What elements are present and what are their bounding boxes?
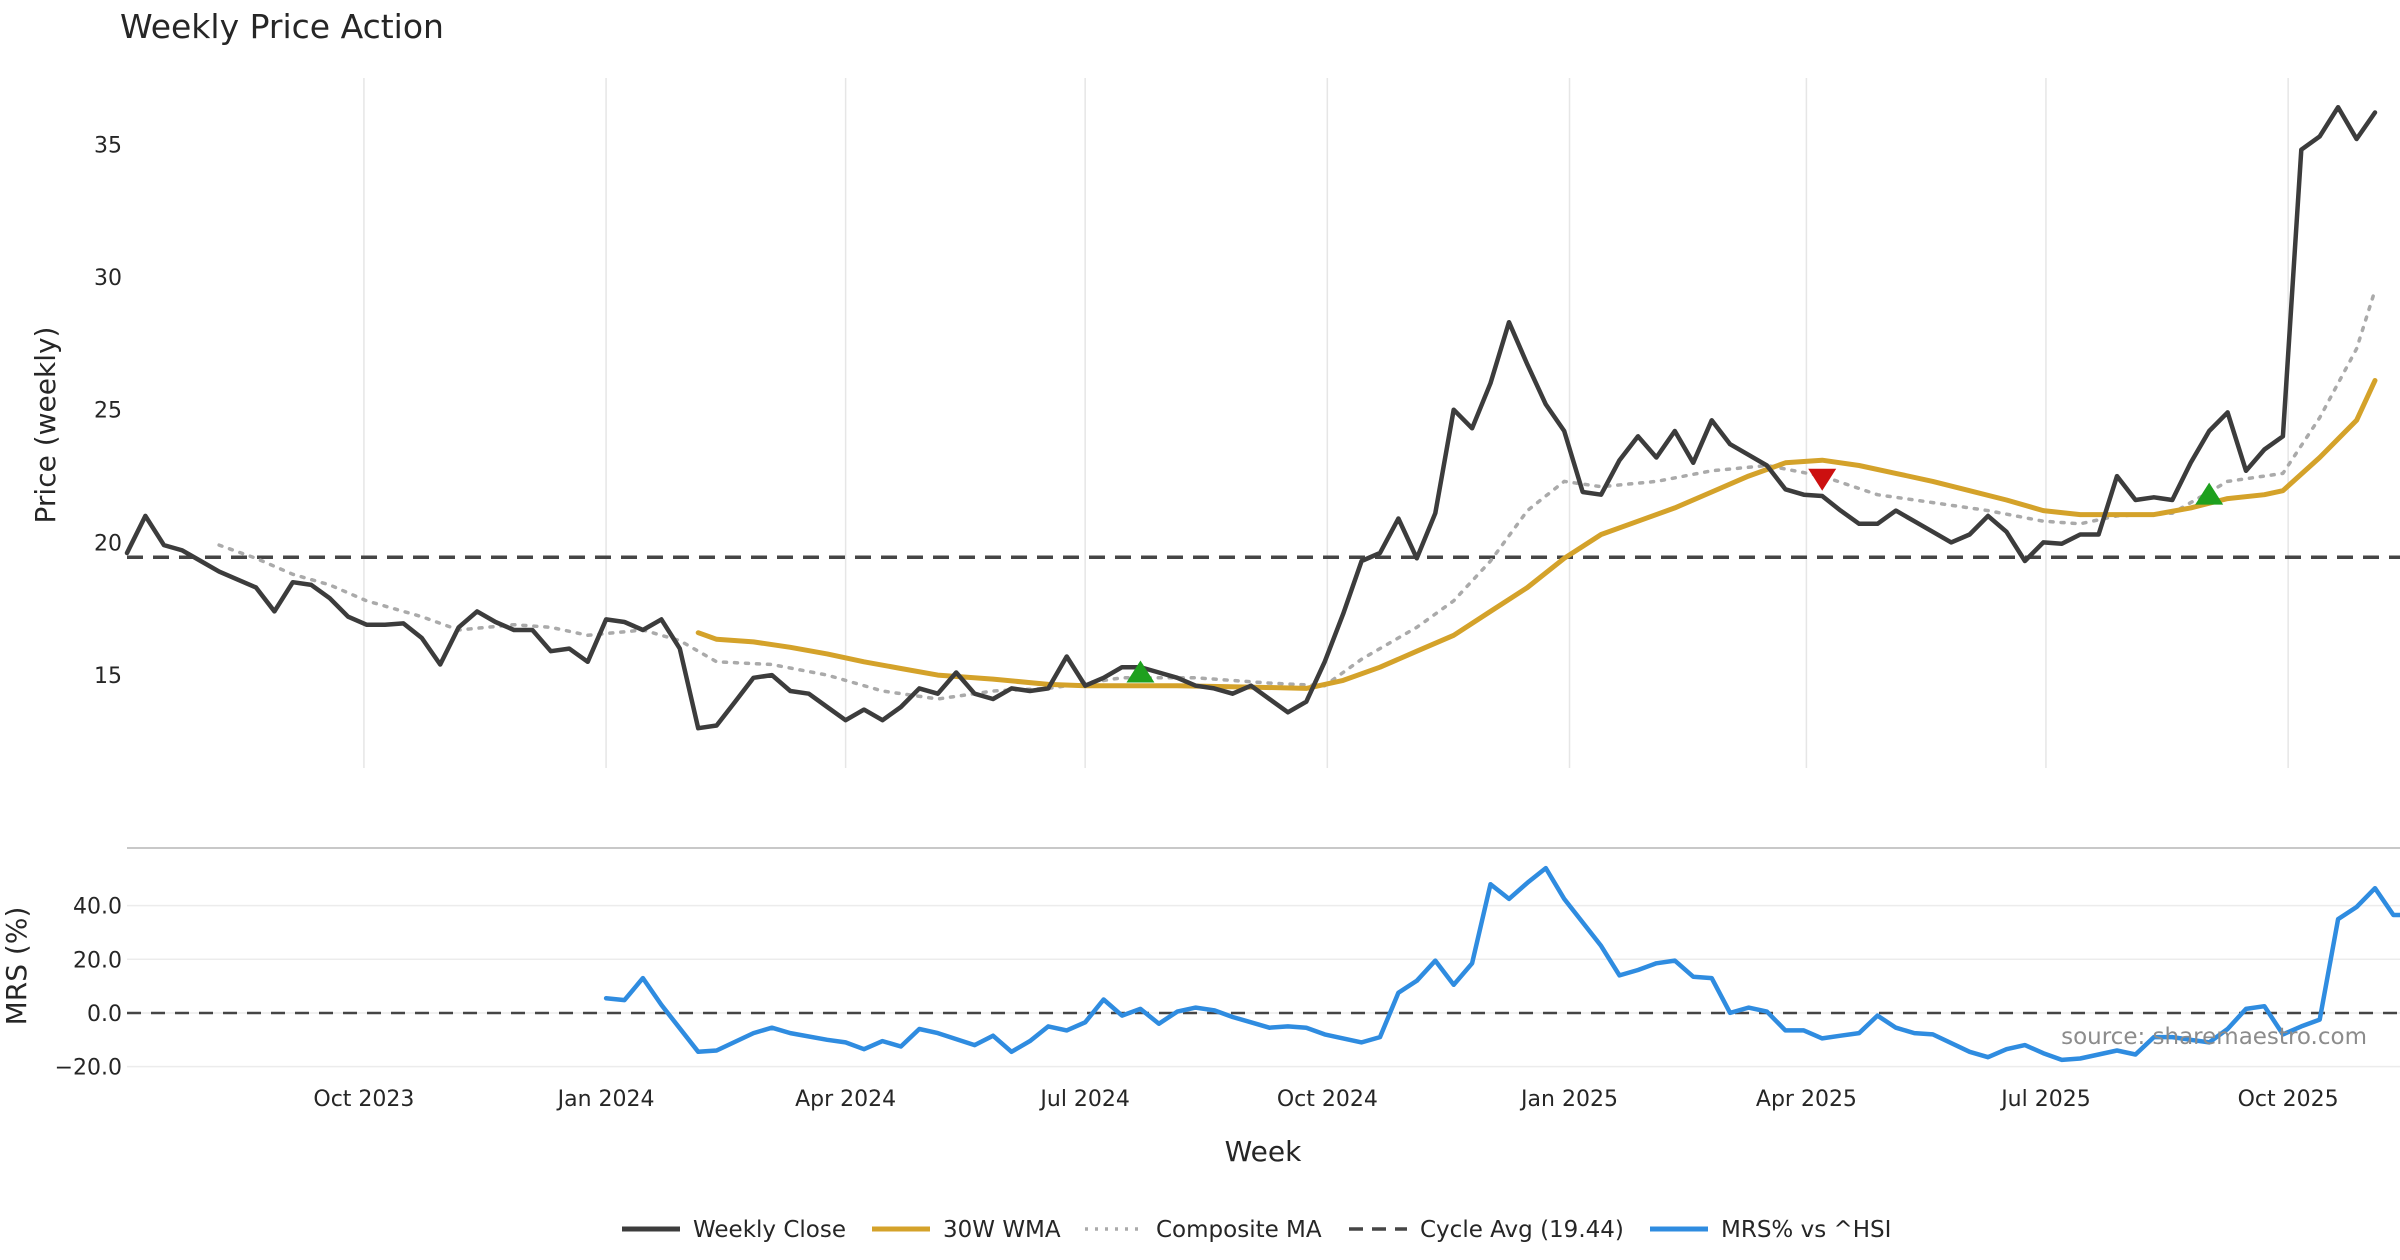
- mrs-y-tick-label: 0.0: [87, 1002, 122, 1027]
- mrs-y-tick-label: 20.0: [73, 948, 122, 973]
- source-annotation: source: sharemaestro.com: [2061, 1024, 2367, 1050]
- x-axis-ticks: Oct 2023 Jan 2024 Apr 2024 Jul 2024 Oct 2024…: [313, 1087, 2338, 1112]
- x-tick-label: Oct 2024: [1277, 1087, 1378, 1112]
- legend-label-cycle: Cycle Avg (19.44): [1420, 1217, 1624, 1243]
- price-series: [124, 104, 2400, 731]
- mrs-y-tick-label: 40.0: [73, 895, 122, 920]
- mrs-y-ticks: 40.0 20.0 0.0 −20.0: [55, 895, 122, 1081]
- price-grid: [363, 78, 2289, 768]
- x-tick-label: Oct 2023: [313, 1087, 414, 1112]
- buy-signal-marker: [2195, 482, 2224, 505]
- legend: Weekly Close 30W WMA Composite MA Cycle Avg…: [622, 1217, 1891, 1243]
- x-tick-label: Jul 2024: [1038, 1087, 1130, 1112]
- mrs-y-tick-label: −20.0: [55, 1056, 122, 1081]
- mrs-grid: [127, 904, 2400, 1068]
- close-series-line: [124, 104, 2378, 731]
- mrs-series-line: [603, 865, 2400, 1063]
- legend-label-mrs: MRS% vs ^HSI: [1721, 1217, 1891, 1243]
- chart-title: Weekly Price Action: [120, 7, 444, 46]
- x-tick-label: Jan 2024: [556, 1087, 655, 1112]
- price-y-tick-label: 15: [94, 664, 122, 689]
- legend-label-wma: 30W WMA: [943, 1217, 1061, 1243]
- mrs-y-axis-label: MRS (%): [0, 907, 33, 1026]
- price-y-ticks: 15 20 25 30 35: [94, 133, 122, 689]
- x-tick-label: Apr 2025: [1756, 1087, 1857, 1112]
- signals: [1126, 468, 2224, 683]
- price-y-axis-label: Price (weekly): [29, 327, 62, 524]
- x-tick-label: Jul 2025: [1999, 1087, 2091, 1112]
- wma-series-line: [695, 378, 2378, 691]
- mrs-series: [603, 865, 2400, 1063]
- price-y-tick-label: 35: [94, 133, 122, 158]
- x-tick-label: Jan 2025: [1519, 1087, 1618, 1112]
- legend-label-close: Weekly Close: [693, 1217, 846, 1243]
- x-axis-label: Week: [1225, 1135, 1302, 1168]
- buy-signal-marker: [1126, 660, 1155, 683]
- x-tick-label: Apr 2024: [795, 1087, 896, 1112]
- x-tick-label: Oct 2025: [2238, 1087, 2339, 1112]
- price-y-tick-label: 30: [94, 266, 122, 291]
- price-y-tick-label: 20: [94, 531, 122, 556]
- composite-series-line: [217, 288, 2377, 701]
- sell-signal-marker: [1808, 468, 1837, 491]
- legend-label-composite: Composite MA: [1156, 1217, 1322, 1243]
- price-y-tick-label: 25: [94, 399, 122, 424]
